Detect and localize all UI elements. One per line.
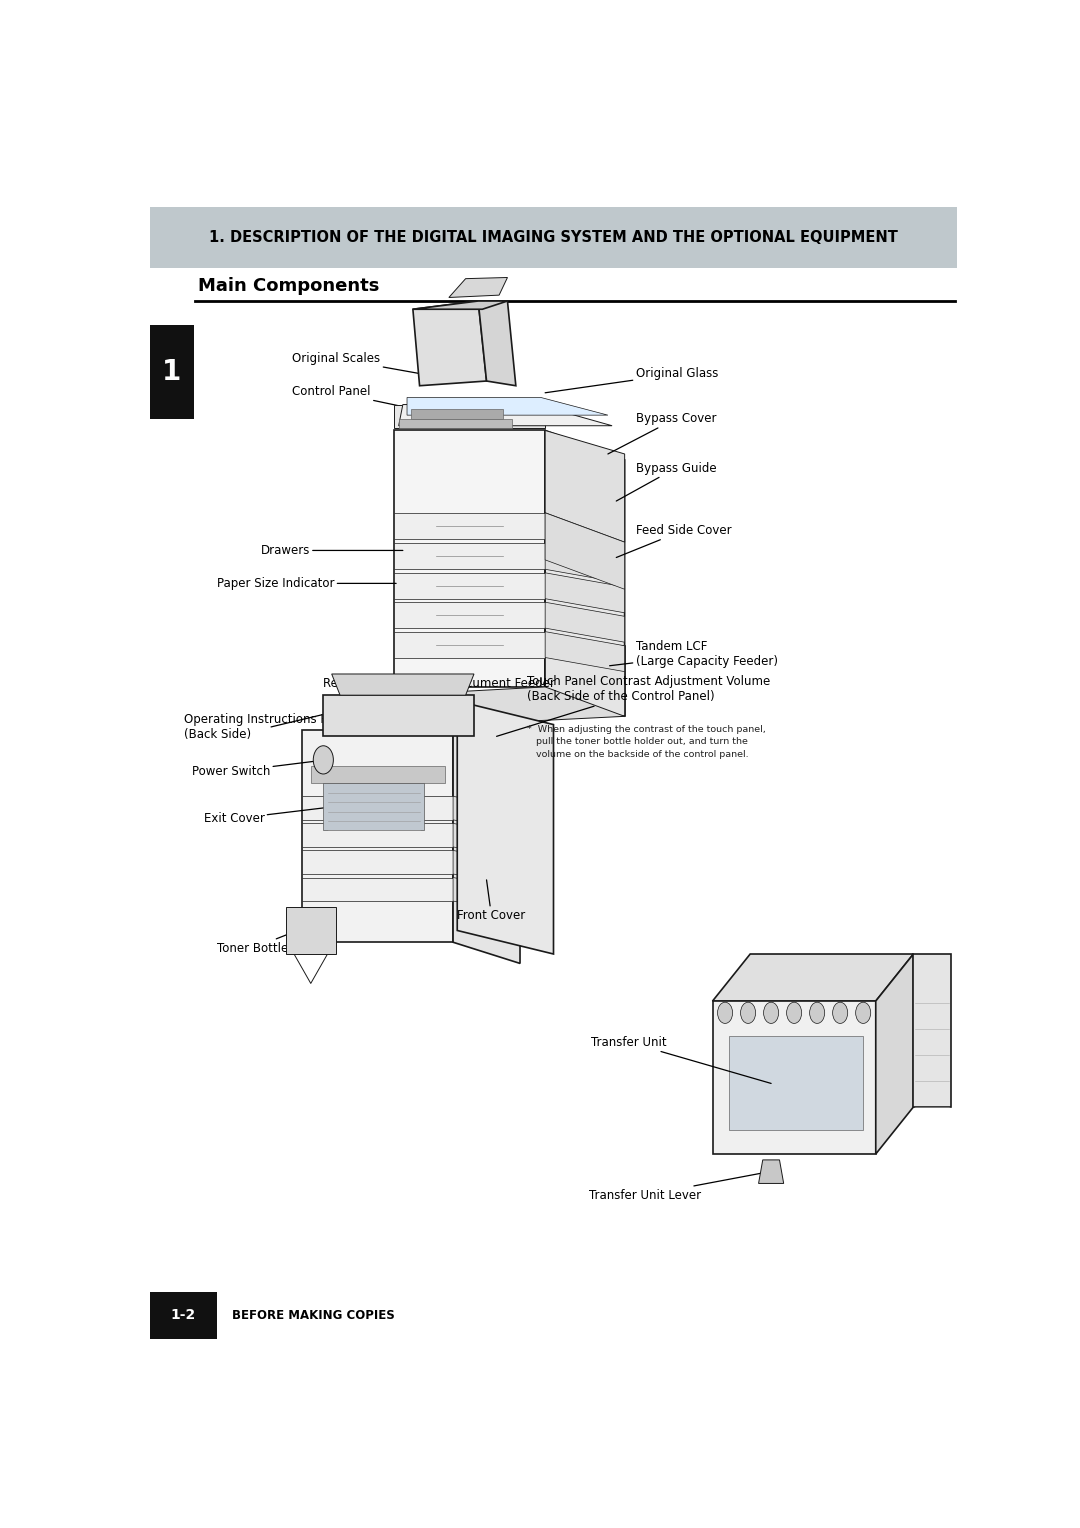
Polygon shape bbox=[302, 730, 454, 943]
Text: 1: 1 bbox=[162, 358, 181, 385]
Polygon shape bbox=[454, 877, 521, 912]
Circle shape bbox=[717, 1002, 732, 1024]
Polygon shape bbox=[413, 301, 486, 385]
Polygon shape bbox=[454, 851, 521, 886]
FancyBboxPatch shape bbox=[150, 206, 957, 267]
Polygon shape bbox=[302, 796, 454, 821]
Polygon shape bbox=[713, 1001, 876, 1154]
Text: 1. DESCRIPTION OF THE DIGITAL IMAGING SYSTEM AND THE OPTIONAL EQUIPMENT: 1. DESCRIPTION OF THE DIGITAL IMAGING SY… bbox=[210, 231, 897, 244]
Text: BEFORE MAKING COPIES: BEFORE MAKING COPIES bbox=[232, 1308, 395, 1322]
Polygon shape bbox=[399, 419, 512, 428]
Polygon shape bbox=[457, 701, 554, 953]
Polygon shape bbox=[413, 301, 508, 309]
Polygon shape bbox=[454, 824, 521, 859]
Text: Drawers: Drawers bbox=[260, 544, 403, 556]
Polygon shape bbox=[302, 851, 454, 874]
Polygon shape bbox=[478, 301, 516, 385]
Polygon shape bbox=[914, 953, 951, 1106]
Polygon shape bbox=[394, 513, 545, 539]
Polygon shape bbox=[545, 513, 624, 590]
Polygon shape bbox=[454, 730, 521, 964]
Polygon shape bbox=[758, 1160, 784, 1183]
Text: Bypass Cover: Bypass Cover bbox=[608, 413, 716, 454]
Circle shape bbox=[313, 746, 334, 775]
Circle shape bbox=[786, 1002, 801, 1024]
Polygon shape bbox=[545, 431, 624, 717]
Polygon shape bbox=[436, 688, 624, 726]
Polygon shape bbox=[545, 513, 624, 553]
Polygon shape bbox=[411, 410, 503, 419]
Circle shape bbox=[810, 1002, 825, 1024]
Polygon shape bbox=[713, 953, 914, 1001]
Polygon shape bbox=[545, 431, 624, 542]
Polygon shape bbox=[876, 953, 914, 1154]
Circle shape bbox=[741, 1002, 756, 1024]
Text: *  When adjusting the contrast of the touch panel,
   pull the toner bottle hold: * When adjusting the contrast of the tou… bbox=[527, 724, 766, 758]
Circle shape bbox=[833, 1002, 848, 1024]
Polygon shape bbox=[394, 602, 545, 628]
Polygon shape bbox=[323, 695, 474, 736]
Polygon shape bbox=[545, 544, 624, 584]
Text: Paper Size Indicator: Paper Size Indicator bbox=[217, 578, 396, 590]
Circle shape bbox=[855, 1002, 870, 1024]
Text: Bypass Guide: Bypass Guide bbox=[617, 461, 716, 501]
Text: Power Switch: Power Switch bbox=[192, 759, 326, 778]
Polygon shape bbox=[323, 784, 423, 830]
Polygon shape bbox=[285, 908, 336, 953]
Polygon shape bbox=[407, 397, 608, 416]
Polygon shape bbox=[394, 544, 545, 570]
Text: Original Scales: Original Scales bbox=[293, 351, 461, 380]
Polygon shape bbox=[394, 431, 545, 688]
Polygon shape bbox=[399, 405, 612, 426]
Polygon shape bbox=[545, 573, 624, 613]
Text: Exit Cover: Exit Cover bbox=[204, 807, 332, 825]
Text: Feed Side Cover: Feed Side Cover bbox=[617, 524, 731, 558]
Text: Tandem LCF
(Large Capacity Feeder): Tandem LCF (Large Capacity Feeder) bbox=[609, 640, 778, 668]
Polygon shape bbox=[394, 631, 545, 657]
Polygon shape bbox=[545, 602, 624, 642]
Polygon shape bbox=[332, 674, 474, 695]
Circle shape bbox=[764, 1002, 779, 1024]
Text: Front Cover: Front Cover bbox=[457, 880, 526, 921]
Text: Transfer Unit Lever: Transfer Unit Lever bbox=[589, 1172, 769, 1201]
Text: Toner Bottle: Toner Bottle bbox=[217, 927, 307, 955]
Polygon shape bbox=[394, 573, 545, 599]
Polygon shape bbox=[302, 824, 454, 847]
Text: Control Panel: Control Panel bbox=[293, 385, 432, 413]
Text: Operating Instructions Pocket
(Back Side): Operating Instructions Pocket (Back Side… bbox=[184, 711, 359, 741]
Text: Reversing Automatic Document Feeder: Reversing Automatic Document Feeder bbox=[323, 677, 555, 701]
Polygon shape bbox=[545, 646, 624, 717]
Polygon shape bbox=[545, 631, 624, 672]
FancyBboxPatch shape bbox=[150, 324, 193, 419]
Text: Touch Panel Contrast Adjustment Volume
(Back Side of the Control Panel): Touch Panel Contrast Adjustment Volume (… bbox=[497, 675, 770, 736]
Polygon shape bbox=[454, 796, 521, 831]
Polygon shape bbox=[729, 1036, 863, 1131]
Text: Transfer Unit: Transfer Unit bbox=[591, 1036, 771, 1083]
Polygon shape bbox=[302, 877, 454, 902]
Polygon shape bbox=[394, 405, 545, 428]
Text: 1-2: 1-2 bbox=[171, 1308, 197, 1322]
FancyBboxPatch shape bbox=[150, 1291, 217, 1339]
Text: Main Components: Main Components bbox=[198, 277, 379, 295]
Text: Original Glass: Original Glass bbox=[545, 367, 718, 393]
Polygon shape bbox=[311, 766, 445, 784]
Polygon shape bbox=[449, 278, 508, 298]
